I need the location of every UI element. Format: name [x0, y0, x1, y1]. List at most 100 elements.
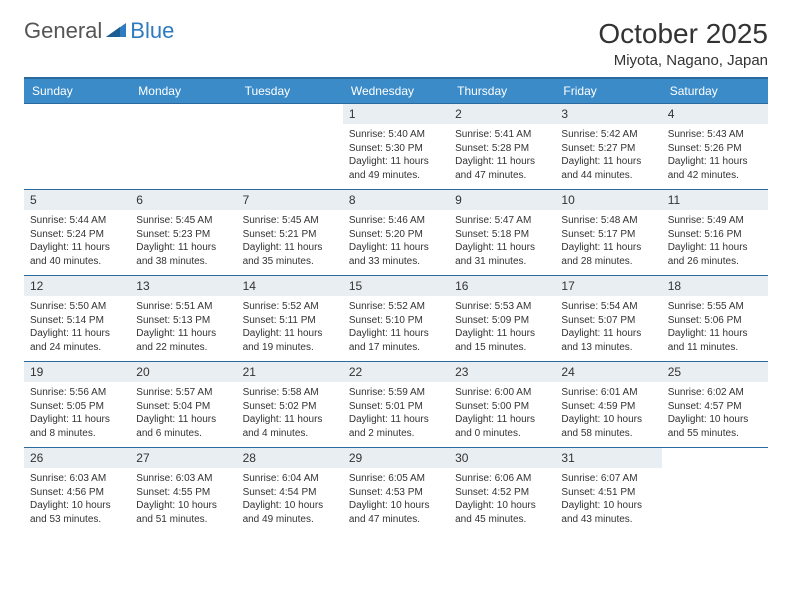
day-number: 10 — [555, 190, 661, 210]
day-details: Sunrise: 6:06 AMSunset: 4:52 PMDaylight:… — [449, 468, 555, 530]
calendar-cell: 17Sunrise: 5:54 AMSunset: 5:07 PMDayligh… — [555, 276, 661, 362]
day-details: Sunrise: 6:03 AMSunset: 4:56 PMDaylight:… — [24, 468, 130, 530]
day-details: Sunrise: 5:52 AMSunset: 5:11 PMDaylight:… — [237, 296, 343, 358]
day-details: Sunrise: 5:42 AMSunset: 5:27 PMDaylight:… — [555, 124, 661, 186]
day-details: Sunrise: 6:02 AMSunset: 4:57 PMDaylight:… — [662, 382, 768, 444]
day-details: Sunrise: 5:45 AMSunset: 5:21 PMDaylight:… — [237, 210, 343, 272]
day-number: 19 — [24, 362, 130, 382]
calendar-cell: 12Sunrise: 5:50 AMSunset: 5:14 PMDayligh… — [24, 276, 130, 362]
calendar-cell: 22Sunrise: 5:59 AMSunset: 5:01 PMDayligh… — [343, 362, 449, 448]
logo-triangle-icon — [106, 21, 126, 42]
calendar-cell: 31Sunrise: 6:07 AMSunset: 4:51 PMDayligh… — [555, 448, 661, 534]
calendar-cell: 13Sunrise: 5:51 AMSunset: 5:13 PMDayligh… — [130, 276, 236, 362]
day-number: 23 — [449, 362, 555, 382]
calendar-cell: 3Sunrise: 5:42 AMSunset: 5:27 PMDaylight… — [555, 104, 661, 190]
calendar-cell: 1Sunrise: 5:40 AMSunset: 5:30 PMDaylight… — [343, 104, 449, 190]
day-number: 5 — [24, 190, 130, 210]
day-details: Sunrise: 5:47 AMSunset: 5:18 PMDaylight:… — [449, 210, 555, 272]
day-number: 14 — [237, 276, 343, 296]
day-number: 2 — [449, 104, 555, 124]
day-number: 13 — [130, 276, 236, 296]
day-details: Sunrise: 6:07 AMSunset: 4:51 PMDaylight:… — [555, 468, 661, 530]
logo: General Blue — [24, 18, 174, 44]
day-details: Sunrise: 6:04 AMSunset: 4:54 PMDaylight:… — [237, 468, 343, 530]
calendar-cell: 29Sunrise: 6:05 AMSunset: 4:53 PMDayligh… — [343, 448, 449, 534]
calendar-cell: 6Sunrise: 5:45 AMSunset: 5:23 PMDaylight… — [130, 190, 236, 276]
logo-text-general: General — [24, 18, 102, 44]
day-details: Sunrise: 5:57 AMSunset: 5:04 PMDaylight:… — [130, 382, 236, 444]
dayname-header: Thursday — [449, 78, 555, 104]
calendar-cell: 11Sunrise: 5:49 AMSunset: 5:16 PMDayligh… — [662, 190, 768, 276]
calendar-cell — [237, 104, 343, 190]
calendar-cell: 5Sunrise: 5:44 AMSunset: 5:24 PMDaylight… — [24, 190, 130, 276]
day-number: 28 — [237, 448, 343, 468]
day-number: 22 — [343, 362, 449, 382]
calendar-cell: 4Sunrise: 5:43 AMSunset: 5:26 PMDaylight… — [662, 104, 768, 190]
day-number: 16 — [449, 276, 555, 296]
day-details: Sunrise: 5:59 AMSunset: 5:01 PMDaylight:… — [343, 382, 449, 444]
dayname-header: Monday — [130, 78, 236, 104]
logo-text-blue: Blue — [130, 18, 174, 44]
calendar-cell: 7Sunrise: 5:45 AMSunset: 5:21 PMDaylight… — [237, 190, 343, 276]
day-number: 25 — [662, 362, 768, 382]
day-details: Sunrise: 5:49 AMSunset: 5:16 PMDaylight:… — [662, 210, 768, 272]
calendar-cell: 8Sunrise: 5:46 AMSunset: 5:20 PMDaylight… — [343, 190, 449, 276]
calendar-cell: 21Sunrise: 5:58 AMSunset: 5:02 PMDayligh… — [237, 362, 343, 448]
day-number: 15 — [343, 276, 449, 296]
day-number: 18 — [662, 276, 768, 296]
calendar-cell: 10Sunrise: 5:48 AMSunset: 5:17 PMDayligh… — [555, 190, 661, 276]
calendar-cell — [24, 104, 130, 190]
day-details: Sunrise: 6:03 AMSunset: 4:55 PMDaylight:… — [130, 468, 236, 530]
day-number: 3 — [555, 104, 661, 124]
day-number: 20 — [130, 362, 236, 382]
day-number: 24 — [555, 362, 661, 382]
day-details: Sunrise: 6:01 AMSunset: 4:59 PMDaylight:… — [555, 382, 661, 444]
day-number: 9 — [449, 190, 555, 210]
day-number: 6 — [130, 190, 236, 210]
calendar-cell: 19Sunrise: 5:56 AMSunset: 5:05 PMDayligh… — [24, 362, 130, 448]
calendar-cell: 18Sunrise: 5:55 AMSunset: 5:06 PMDayligh… — [662, 276, 768, 362]
calendar-cell — [662, 448, 768, 534]
calendar-cell: 14Sunrise: 5:52 AMSunset: 5:11 PMDayligh… — [237, 276, 343, 362]
month-title: October 2025 — [598, 18, 768, 50]
dayname-header: Tuesday — [237, 78, 343, 104]
dayname-header: Saturday — [662, 78, 768, 104]
day-details: Sunrise: 5:52 AMSunset: 5:10 PMDaylight:… — [343, 296, 449, 358]
day-number: 31 — [555, 448, 661, 468]
day-number: 8 — [343, 190, 449, 210]
calendar-cell: 24Sunrise: 6:01 AMSunset: 4:59 PMDayligh… — [555, 362, 661, 448]
day-details: Sunrise: 5:53 AMSunset: 5:09 PMDaylight:… — [449, 296, 555, 358]
day-number: 30 — [449, 448, 555, 468]
day-details: Sunrise: 5:45 AMSunset: 5:23 PMDaylight:… — [130, 210, 236, 272]
calendar-cell: 25Sunrise: 6:02 AMSunset: 4:57 PMDayligh… — [662, 362, 768, 448]
calendar-cell: 30Sunrise: 6:06 AMSunset: 4:52 PMDayligh… — [449, 448, 555, 534]
calendar-cell: 16Sunrise: 5:53 AMSunset: 5:09 PMDayligh… — [449, 276, 555, 362]
calendar-cell: 28Sunrise: 6:04 AMSunset: 4:54 PMDayligh… — [237, 448, 343, 534]
day-details: Sunrise: 5:40 AMSunset: 5:30 PMDaylight:… — [343, 124, 449, 186]
day-details: Sunrise: 5:58 AMSunset: 5:02 PMDaylight:… — [237, 382, 343, 444]
calendar-cell — [130, 104, 236, 190]
location-text: Miyota, Nagano, Japan — [598, 52, 768, 69]
day-details: Sunrise: 6:05 AMSunset: 4:53 PMDaylight:… — [343, 468, 449, 530]
day-details: Sunrise: 5:48 AMSunset: 5:17 PMDaylight:… — [555, 210, 661, 272]
day-number: 21 — [237, 362, 343, 382]
day-details: Sunrise: 5:46 AMSunset: 5:20 PMDaylight:… — [343, 210, 449, 272]
day-details: Sunrise: 6:00 AMSunset: 5:00 PMDaylight:… — [449, 382, 555, 444]
calendar-cell: 15Sunrise: 5:52 AMSunset: 5:10 PMDayligh… — [343, 276, 449, 362]
day-number: 4 — [662, 104, 768, 124]
day-details: Sunrise: 5:41 AMSunset: 5:28 PMDaylight:… — [449, 124, 555, 186]
day-number: 29 — [343, 448, 449, 468]
day-number: 7 — [237, 190, 343, 210]
dayname-header: Friday — [555, 78, 661, 104]
day-details: Sunrise: 5:54 AMSunset: 5:07 PMDaylight:… — [555, 296, 661, 358]
day-details: Sunrise: 5:51 AMSunset: 5:13 PMDaylight:… — [130, 296, 236, 358]
calendar-cell: 27Sunrise: 6:03 AMSunset: 4:55 PMDayligh… — [130, 448, 236, 534]
calendar-cell: 2Sunrise: 5:41 AMSunset: 5:28 PMDaylight… — [449, 104, 555, 190]
day-details: Sunrise: 5:44 AMSunset: 5:24 PMDaylight:… — [24, 210, 130, 272]
day-number: 12 — [24, 276, 130, 296]
day-details: Sunrise: 5:55 AMSunset: 5:06 PMDaylight:… — [662, 296, 768, 358]
day-number: 11 — [662, 190, 768, 210]
day-number: 17 — [555, 276, 661, 296]
day-details: Sunrise: 5:56 AMSunset: 5:05 PMDaylight:… — [24, 382, 130, 444]
title-block: October 2025 Miyota, Nagano, Japan — [598, 18, 768, 69]
